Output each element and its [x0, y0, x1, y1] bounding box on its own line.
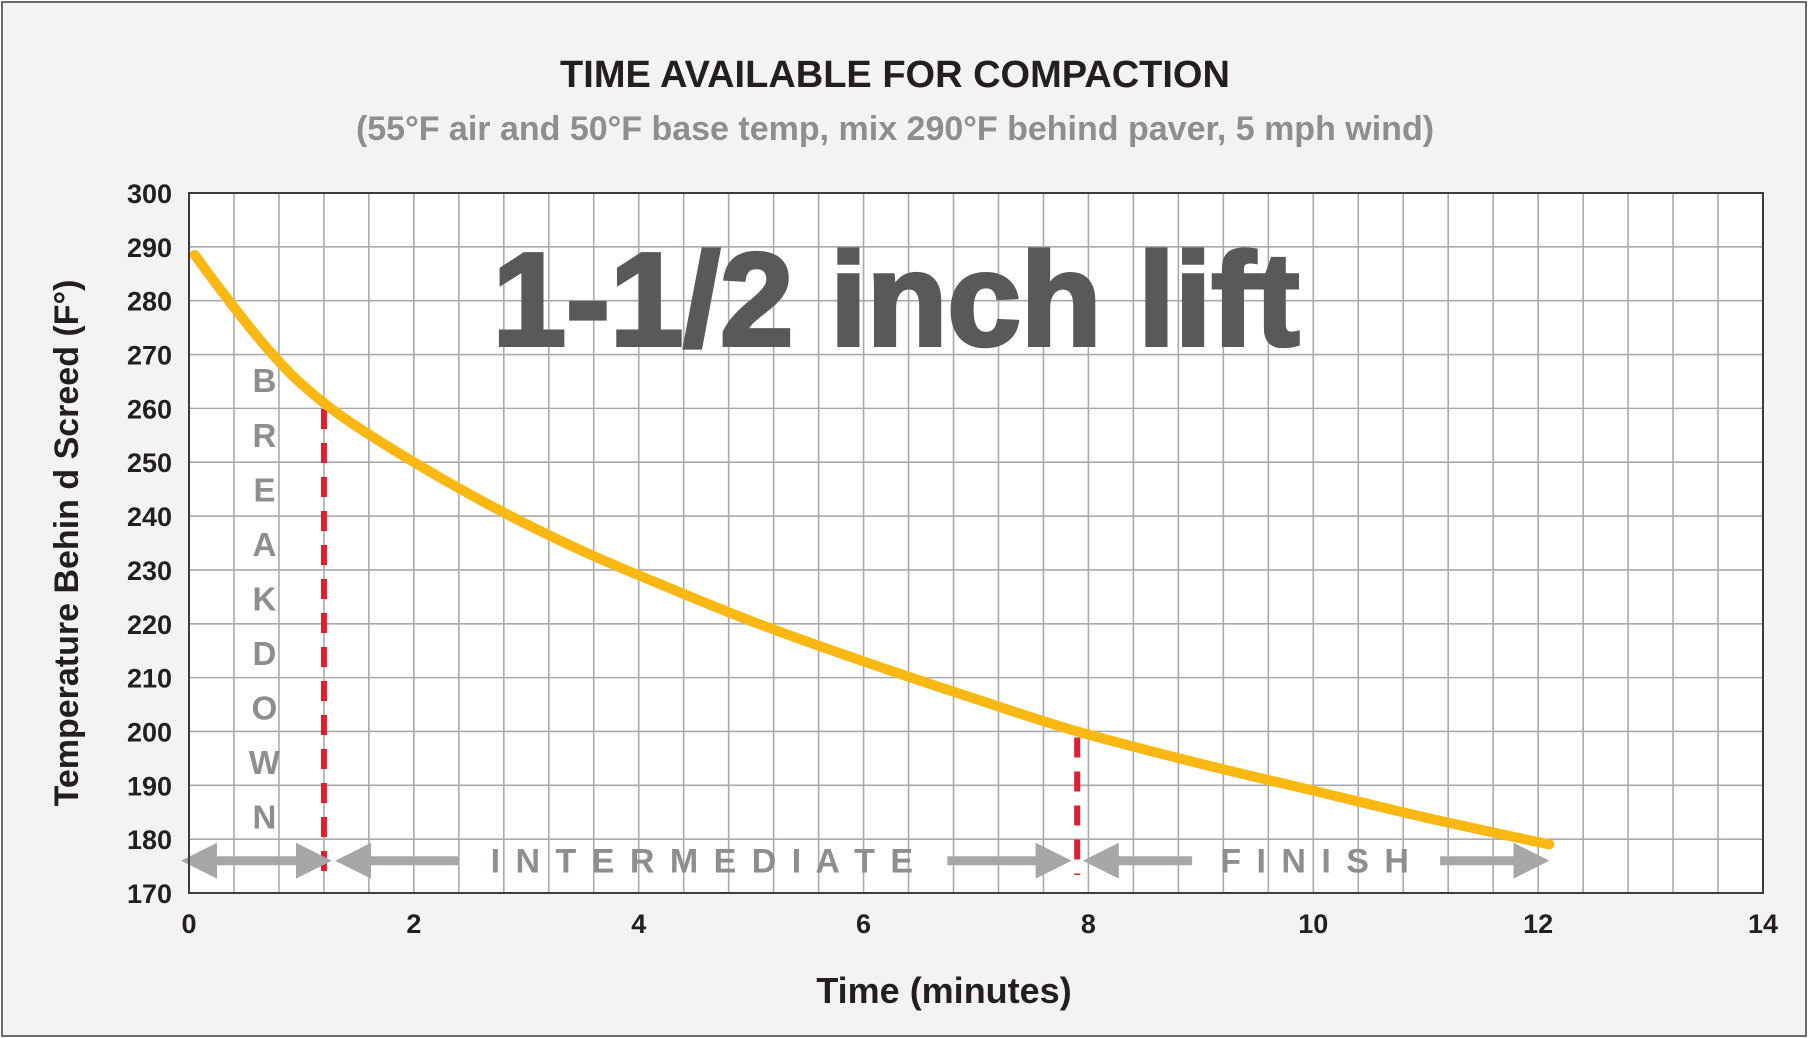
phase-label: I N T E R M E D I A T E	[491, 843, 916, 881]
phase-label-letter: R	[253, 417, 277, 454]
x-tick-label: 12	[1523, 909, 1553, 939]
series-line	[189, 249, 1555, 850]
chart-title: TIME AVAILABLE FOR COMPACTION	[560, 54, 1230, 96]
axis-ticks: 0 2 4 6 8 10 12 14 170 180 190 200 210 220 230 240 250 26…	[127, 179, 1778, 939]
y-tick-label: 280	[127, 287, 172, 317]
phase-label-letter: N	[253, 798, 277, 835]
grid-lines	[188, 192, 1764, 894]
y-tick-label: 240	[127, 502, 172, 532]
y-axis-label: Temperature Behin d Screed (F°)	[48, 280, 86, 807]
y-tick-label: 300	[127, 179, 172, 209]
y-tick-label: 180	[127, 825, 172, 855]
phase-label-letter: E	[253, 471, 275, 508]
y-tick-label: 220	[127, 610, 172, 640]
x-tick-label: 10	[1298, 909, 1328, 939]
plot-area	[189, 193, 1763, 893]
phase-label-letter: K	[253, 580, 277, 617]
x-axis-label: Time (minutes)	[816, 970, 1071, 1011]
x-tick-label: 2	[406, 909, 421, 939]
phase-label-letter: W	[249, 744, 281, 781]
y-tick-label: 170	[127, 879, 172, 909]
series-lines	[189, 249, 1555, 850]
x-tick-label: 0	[181, 909, 196, 939]
y-tick-label: 200	[127, 717, 172, 747]
plot-border	[188, 192, 1764, 894]
lift-annotation: 1-1/2 inch lift	[493, 226, 1300, 373]
phase-label: F I N I S H	[1220, 843, 1412, 881]
phase-label-letter: B	[253, 362, 277, 399]
y-tick-label: 290	[127, 233, 172, 263]
x-tick-label: 4	[631, 909, 646, 939]
chart-subtitle: (55°F air and 50°F base temp, mix 290°F …	[356, 110, 1434, 148]
y-tick-label: 270	[127, 341, 172, 371]
y-tick-label: 230	[127, 556, 172, 586]
phase-label-letter: A	[253, 526, 277, 563]
phase-label-letter: D	[253, 635, 277, 672]
y-tick-label: 250	[127, 448, 172, 478]
x-tick-label: 6	[856, 909, 871, 939]
x-tick-label: 8	[1081, 909, 1096, 939]
y-tick-label: 190	[127, 771, 172, 801]
x-tick-label: 14	[1748, 909, 1778, 939]
y-tick-label: 210	[127, 664, 172, 694]
y-tick-label: 260	[127, 394, 172, 424]
phase-label-letter: O	[252, 689, 278, 726]
